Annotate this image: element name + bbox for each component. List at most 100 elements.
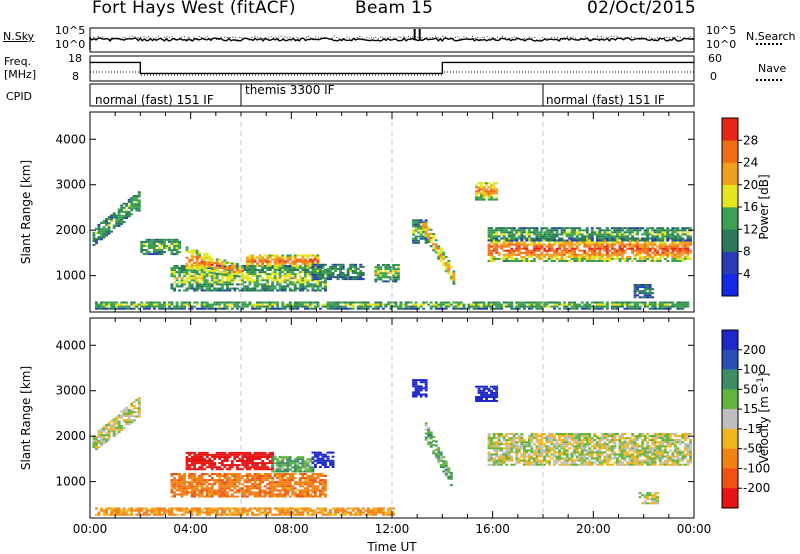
velocity-cell [301,511,305,514]
power-cell [553,251,556,254]
velocity-cell [205,509,209,512]
power-cell [545,227,549,230]
power-cell [366,307,370,310]
velocity-cell [127,421,131,424]
power-cell [288,265,292,267]
power-cell [329,276,332,279]
power-cell [168,245,171,247]
power-cell [553,253,556,256]
power-cell [510,307,514,310]
velocity-cell [233,483,237,486]
power-cell [188,301,192,304]
velocity-cell [230,453,234,456]
power-cell [663,245,667,248]
power-cell [130,213,134,216]
power-cell [115,307,119,310]
velocity-cell [298,507,302,510]
power-cell [646,292,650,295]
power-cell [319,265,322,268]
velocity-cell [286,456,290,459]
velocity-cell [256,462,259,465]
power-cell [575,303,579,306]
velocity-cell [170,507,174,510]
power-cell [288,273,292,276]
power-cell [538,305,541,308]
power-cell [565,239,569,242]
power-cell [246,289,249,292]
power-cell [621,301,624,304]
velocity-cell [200,481,204,484]
power-cell [251,279,254,282]
velocity-cell [225,475,229,477]
power-cell [492,245,496,248]
velocity-cell [258,462,262,465]
velocity-cell [102,430,106,433]
velocity-cell [195,462,199,465]
velocity-cell [190,507,194,510]
power-cell [611,257,614,260]
power-cell [424,221,428,224]
velocity-cell [329,461,332,464]
power-cell [611,301,614,304]
power-cell [334,305,337,308]
velocity-cell [308,507,312,510]
power-cell [616,253,619,256]
power-cell [600,239,604,242]
power-cell [560,237,564,240]
power-cell [175,242,179,245]
power-cell [638,292,642,295]
power-cell [558,241,561,244]
power-cell [495,251,499,254]
power-cell [661,235,665,238]
power-cell [563,301,566,304]
power-cell [205,261,209,264]
power-cell [628,301,632,304]
power-cell [291,289,295,292]
power-cell [301,262,305,265]
velocity-cell [228,479,232,482]
power-cell [671,257,675,260]
power-cell [205,281,209,284]
power-cell [502,301,506,304]
power-cell [163,305,166,308]
velocity-cell [198,483,202,486]
power-cell [512,249,516,252]
power-cell [261,277,264,280]
power-cell [283,279,287,282]
power-cell [666,235,670,238]
velocity-cell [293,507,297,510]
power-cell [538,245,541,248]
velocity-cell [271,495,275,498]
power-cell [439,249,443,252]
velocity-cell [324,493,327,496]
power-cell [643,290,647,293]
power-cell [492,198,496,201]
power-cell [540,239,544,242]
power-cell [598,235,602,238]
power-cell [142,240,146,243]
power-cell [417,241,421,244]
power-cell [510,249,514,252]
power-cell [251,258,254,261]
power-cell [550,253,554,256]
velocity-cell [130,411,134,414]
power-cell [578,233,582,236]
power-cell [442,251,446,254]
velocity-cell [132,401,136,403]
velocity-cell [276,481,280,484]
velocity-cell [311,461,315,464]
power-cell [555,227,559,230]
power-cell [668,233,672,236]
power-cell [263,285,267,288]
power-cell [195,270,199,273]
power-cell [286,260,290,263]
velocity-cell [308,493,312,496]
power-cell [152,238,156,241]
power-cell [183,273,186,276]
power-cell [414,241,418,244]
velocity-cell [117,414,121,417]
power-cell [107,230,111,233]
power-cell [671,303,675,306]
velocity-cell [251,483,254,486]
power-cell [515,249,519,252]
